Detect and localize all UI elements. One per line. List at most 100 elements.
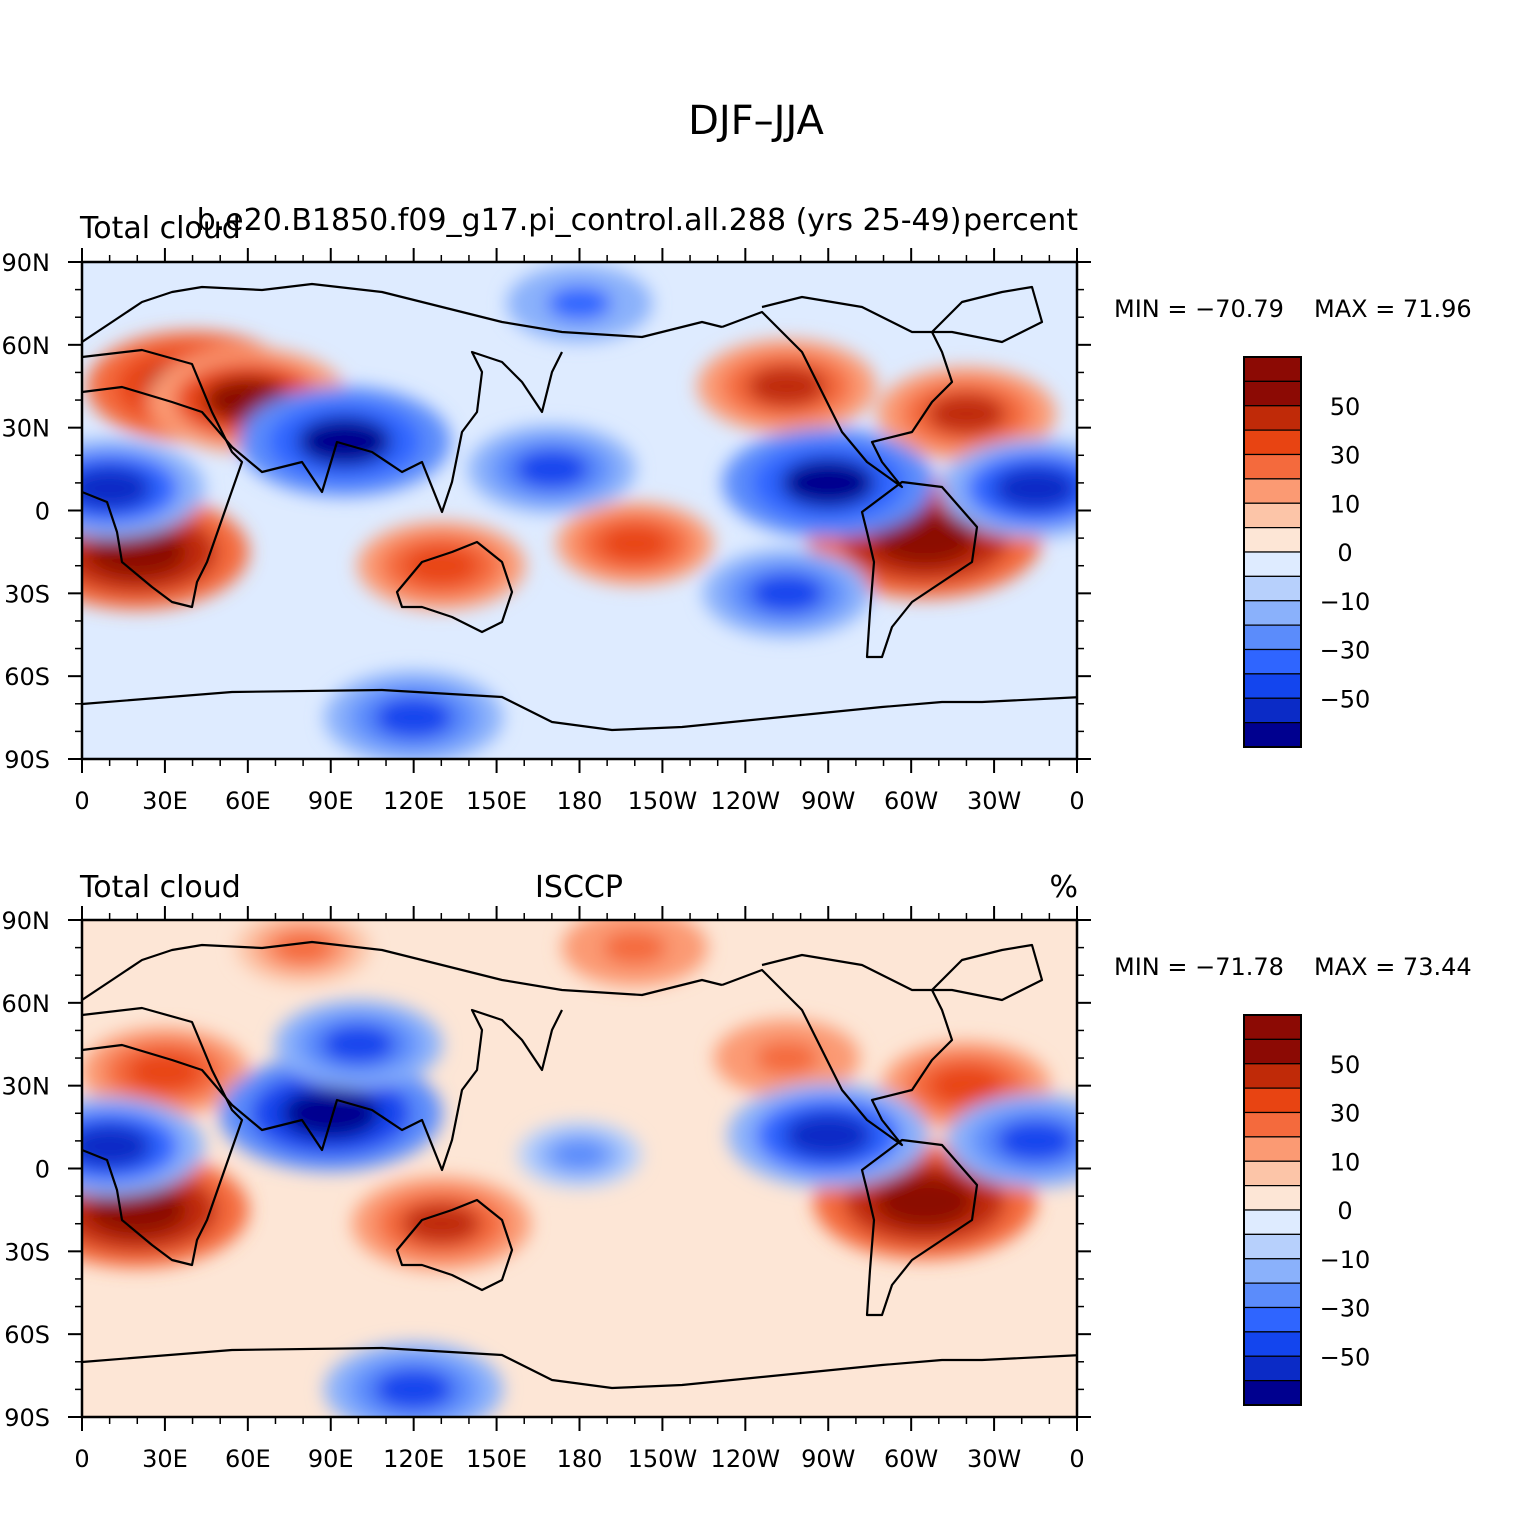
figure-title: DJF–JJA bbox=[688, 98, 824, 144]
colorbar-label: 0 bbox=[1337, 1197, 1352, 1225]
contour-feature-7-ring-2 bbox=[273, 931, 333, 964]
contour-feature-0-ring-2 bbox=[88, 1184, 187, 1236]
lat-tick-label: 30N bbox=[2, 415, 51, 443]
lat-tick-label: 60S bbox=[4, 1321, 50, 1349]
lat-tick-label: 60N bbox=[2, 990, 51, 1018]
colorbar-label: −10 bbox=[1320, 1246, 1371, 1274]
contour-feature-14-ring-2 bbox=[374, 697, 454, 739]
panel-model: Total cloud b.e20.B1850.f09_g17.pi_contr… bbox=[2, 203, 1472, 815]
colorbar-label: 10 bbox=[1330, 490, 1361, 518]
panel2-title-center: ISCCP bbox=[535, 870, 623, 905]
panel2-max-label: MAX = 73.44 bbox=[1314, 953, 1472, 981]
lon-tick-label: 90E bbox=[308, 787, 354, 815]
panel1-axes: 0 30E 60E 90E 120E 150E 180 150W 120W 90W 60W 30W 09… bbox=[2, 248, 1091, 815]
colorbar-bin bbox=[1243, 673, 1302, 699]
contour-feature-7-ring-2 bbox=[600, 525, 670, 562]
colorbar-frame bbox=[1243, 1014, 1302, 1406]
lon-tick-label: 120E bbox=[383, 787, 444, 815]
colorbar-bin bbox=[1243, 1355, 1302, 1382]
colorbar-bin bbox=[1243, 1258, 1302, 1284]
panel2-title-right: % bbox=[1049, 870, 1078, 905]
panel2-title-left: Total cloud bbox=[79, 870, 241, 905]
colorbar-bin bbox=[1243, 1087, 1302, 1114]
lon-tick-label: 0 bbox=[1069, 787, 1084, 815]
colorbar-bin bbox=[1243, 1160, 1302, 1187]
lon-tick-label: 120W bbox=[711, 1445, 781, 1473]
lon-tick-label: 60E bbox=[225, 1445, 271, 1473]
colorbar-bin bbox=[1243, 697, 1302, 724]
panel2-map: 0 30E 60E 90E 120E 150E 180 150W 120W 90W 60W 30W 09… bbox=[2, 906, 1091, 1473]
colorbar-bin bbox=[1243, 1233, 1302, 1260]
lat-tick-label: 90N bbox=[2, 249, 51, 277]
colorbar-bin bbox=[1243, 1014, 1302, 1040]
colorbar-bin bbox=[1243, 478, 1302, 504]
contour-feature-12-ring-2 bbox=[996, 1120, 1075, 1162]
colorbar-bin bbox=[1243, 429, 1302, 456]
colorbar-label: 50 bbox=[1330, 1051, 1361, 1079]
coast-north-america bbox=[721, 285, 1044, 489]
contour-feature-12-ring-2 bbox=[514, 449, 589, 489]
lon-tick-label: 150W bbox=[628, 1445, 698, 1473]
contour-feature-13-ring-2 bbox=[552, 1140, 607, 1170]
colorbar-bin bbox=[1243, 453, 1302, 480]
colorbar-bin bbox=[1243, 1038, 1302, 1065]
coast-australia bbox=[395, 1198, 514, 1292]
contour-feature-9-ring-2 bbox=[321, 1024, 396, 1064]
lat-tick-label: 90N bbox=[2, 907, 51, 935]
colorbar-label: 30 bbox=[1330, 1100, 1361, 1128]
colorbar-label: −10 bbox=[1320, 588, 1371, 616]
panel-observations: Total cloud ISCCP % 0 30E 60E 90E 120E 1 bbox=[2, 870, 1472, 1473]
panel1-coastlines bbox=[82, 282, 1077, 732]
colorbar-label: 50 bbox=[1330, 393, 1361, 421]
lon-tick-label: 150W bbox=[628, 787, 698, 815]
panel2-min-label: MIN = −71.78 bbox=[1114, 953, 1284, 981]
lon-tick-label: 30W bbox=[967, 787, 1021, 815]
colorbar-frame bbox=[1243, 356, 1302, 748]
lat-tick-label: 30S bbox=[4, 1238, 50, 1266]
colorbar-bin bbox=[1243, 648, 1302, 675]
coast-africa bbox=[82, 348, 244, 609]
colorbar-label: −30 bbox=[1320, 1295, 1371, 1323]
lat-tick-label: 0 bbox=[35, 498, 50, 526]
contour-feature-3-ring-2 bbox=[127, 1052, 202, 1092]
colorbar-bin bbox=[1243, 1136, 1302, 1162]
colorbar-label: −50 bbox=[1320, 685, 1371, 713]
colorbar-label: 0 bbox=[1337, 539, 1352, 567]
coast-antarctica bbox=[82, 1346, 1077, 1390]
lat-tick-label: 90S bbox=[4, 746, 50, 774]
lat-tick-label: 0 bbox=[35, 1156, 50, 1184]
colorbar-bin bbox=[1243, 624, 1302, 651]
panel1-colorbar: 50 30 10 0 −10 −30 −50 bbox=[1243, 356, 1371, 748]
colorbar-bin bbox=[1243, 356, 1302, 382]
coast-australia bbox=[395, 540, 514, 634]
colorbar-bin bbox=[1243, 1063, 1302, 1089]
contour-feature-2-ring-2 bbox=[88, 526, 187, 578]
contour-feature-6-ring-2 bbox=[602, 930, 667, 965]
coast-south-america bbox=[860, 1138, 979, 1317]
lon-tick-label: 150E bbox=[466, 1445, 527, 1473]
coast-north-america bbox=[721, 943, 1044, 1147]
lon-tick-label: 120E bbox=[383, 1445, 444, 1473]
colorbar-bin bbox=[1243, 1209, 1302, 1235]
contour-feature-11-ring-2 bbox=[784, 1112, 873, 1159]
colorbar-bin bbox=[1243, 600, 1302, 626]
lon-tick-label: 30E bbox=[142, 787, 188, 815]
contour-feature-3-ring-2 bbox=[873, 511, 977, 565]
panel2-contours bbox=[82, 920, 1077, 1417]
contour-feature-2-ring-2 bbox=[401, 1203, 481, 1245]
contour-feature-10-ring-2 bbox=[82, 466, 152, 511]
panel1-max-label: MAX = 71.96 bbox=[1314, 295, 1472, 323]
panel2-coastlines bbox=[82, 940, 1077, 1390]
colorbar-bin bbox=[1243, 551, 1302, 577]
contour-feature-8-ring-2 bbox=[781, 458, 875, 508]
lon-tick-label: 30E bbox=[142, 1445, 188, 1473]
colorbar-bin bbox=[1243, 722, 1302, 748]
lon-tick-label: 60W bbox=[884, 1445, 938, 1473]
contour-feature-11-ring-2 bbox=[993, 466, 1077, 511]
coast-south-america bbox=[860, 480, 979, 659]
colorbar-bin bbox=[1243, 1282, 1302, 1309]
colorbar-bin bbox=[1243, 575, 1302, 602]
lon-tick-label: 60E bbox=[225, 787, 271, 815]
contour-feature-5-ring-2 bbox=[747, 365, 827, 407]
